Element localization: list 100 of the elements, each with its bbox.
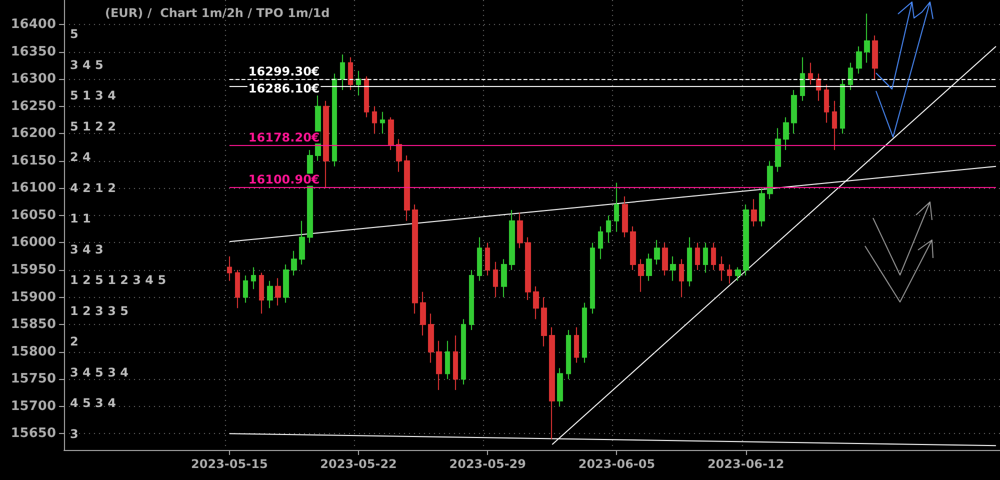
y-tick-label: 15950 — [10, 262, 56, 278]
candlestick — [598, 226, 603, 260]
candlestick — [436, 340, 442, 390]
annotation: 4 2 1 2 — [70, 180, 116, 195]
candlestick — [670, 256, 676, 282]
text: (EUR) / Chart 1m/2h / TPO 1m/1d — [105, 6, 330, 20]
candlestick — [420, 291, 426, 336]
x-tick-label: 2023-05-15 — [191, 457, 268, 471]
candlestick — [679, 258, 684, 298]
annotation: 1 2 5 1 2 3 4 5 — [70, 273, 166, 288]
annotation: 2 4 — [70, 150, 91, 164]
candlestick — [687, 236, 692, 287]
annotation: 3 4 5 3 4 — [70, 365, 128, 380]
candlestick — [380, 111, 385, 134]
y-tick-label: 15850 — [10, 317, 56, 332]
candlestick — [525, 236, 531, 300]
annotation: 3 4 3 — [70, 242, 104, 256]
candlestick — [517, 212, 523, 249]
candlestick — [372, 106, 377, 134]
candlestick — [340, 54, 345, 90]
y-tick-label: 15900 — [10, 290, 56, 305]
candlestick — [501, 258, 507, 298]
candlestick — [654, 240, 660, 266]
candlestick — [864, 13, 870, 64]
candlestick — [493, 261, 498, 298]
candlestick — [646, 253, 652, 282]
candlestick — [848, 62, 853, 90]
annotation: 1 1 — [70, 212, 91, 226]
candlestick — [428, 313, 434, 364]
candlestick — [606, 214, 611, 244]
y-tick-label: 16100 — [10, 180, 56, 196]
candlestick — [388, 116, 394, 150]
ref-line-label: 16299.30€ — [248, 64, 320, 78]
candlestick — [267, 280, 273, 309]
candlestick — [332, 73, 337, 167]
x-tick-label: 2023-06-05 — [578, 457, 656, 471]
candlestick — [767, 160, 773, 200]
candlestick — [549, 326, 555, 440]
candlestick — [275, 278, 281, 306]
candlestick — [800, 56, 805, 102]
ref-line-label: 16100.90€ — [248, 172, 320, 187]
y-tick-label: 15750 — [10, 372, 56, 387]
candlestick — [235, 270, 240, 309]
candlestick — [622, 196, 628, 238]
y-tick-label: 15650 — [10, 426, 56, 442]
annotation: 2 — [70, 334, 78, 349]
y-tick-label: 16000 — [10, 235, 56, 250]
candlestick — [791, 90, 797, 134]
candlestick — [735, 266, 741, 282]
candlestick — [711, 242, 716, 270]
y-tick-label: 16050 — [10, 208, 56, 223]
candlestick — [541, 296, 547, 347]
annotation: 4 5 3 4 — [70, 396, 116, 410]
candlestick — [614, 182, 619, 232]
x-tick-label: 2023-06-12 — [707, 457, 784, 471]
candlestick — [485, 242, 490, 276]
annotation: 1 2 3 3 5 — [70, 304, 128, 318]
annotation: 5 — [70, 27, 78, 41]
y-tick-label: 16250 — [10, 98, 56, 114]
candlestick — [404, 154, 410, 222]
ref-line-label: 16178.20€ — [248, 130, 320, 145]
candlestick — [243, 274, 248, 304]
candlestick — [445, 340, 450, 380]
annotation: 3 4 5 — [70, 58, 104, 72]
annotation: 5 1 3 4 — [70, 88, 116, 103]
y-tick-label: 15700 — [10, 398, 56, 414]
candlestick — [396, 138, 402, 172]
candlestick — [703, 242, 708, 274]
ref-line-label: 16286.10€ — [248, 82, 320, 96]
candlestick — [743, 204, 749, 276]
y-tick-label: 16350 — [10, 44, 56, 60]
candlestick — [477, 236, 482, 282]
y-tick-label: 16150 — [10, 153, 56, 168]
candlestick — [259, 272, 264, 314]
candlestick — [509, 210, 515, 270]
y-tick-label: 16400 — [10, 17, 56, 32]
candlestick — [356, 70, 361, 96]
candlestick — [283, 264, 289, 304]
candlestick — [759, 188, 765, 227]
candlestick — [775, 128, 781, 172]
candlestick — [533, 286, 539, 320]
candlestick — [299, 220, 305, 266]
candlestick — [227, 256, 232, 282]
candlestick — [872, 34, 878, 80]
x-tick-label: 2023-05-29 — [449, 457, 526, 471]
candlestick — [566, 330, 571, 380]
candlestick — [590, 242, 595, 314]
candlestick — [469, 270, 474, 330]
candlestick — [574, 326, 579, 364]
annotation: 3 — [70, 427, 78, 441]
y-tick-label: 16300 — [10, 72, 56, 87]
candlestick — [783, 116, 789, 150]
x-tick-label: 2023-05-22 — [320, 457, 397, 471]
candlestick — [251, 266, 256, 290]
annotation: 5 1 2 2 — [70, 119, 116, 134]
candlestick — [364, 76, 369, 118]
candlestick — [582, 302, 587, 364]
candlestick — [638, 258, 644, 292]
candlestick — [323, 100, 329, 189]
candlestick — [557, 368, 563, 407]
